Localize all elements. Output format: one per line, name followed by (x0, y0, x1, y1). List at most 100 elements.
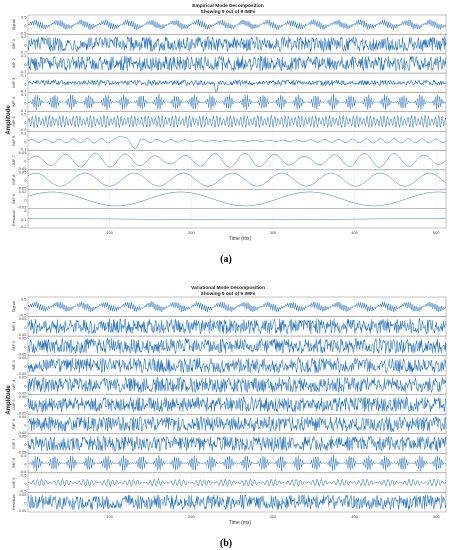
subplot-imf-4: IMF 40.05 0 -0.05 (11, 375, 447, 396)
y-tick-label: -0.05 (17, 371, 27, 376)
row-label: IMF 1 (11, 320, 16, 331)
subplot-imf-3: IMF 30.05 0 -0.05 (11, 355, 447, 376)
x-tick-label: 100 (106, 230, 113, 235)
emd-rows: Signal 0.5 0 -0.5 IMF 1 0.2 0 -0.2 IMF 2 0.1 0 -0.1… (11, 15, 447, 229)
series-line (27, 478, 447, 488)
row-label: IMF 7 (11, 438, 16, 449)
y-tick-label: 0 (24, 197, 27, 202)
y-tick-label: 0 (24, 462, 27, 467)
y-tick-label: 0.02 (19, 189, 28, 194)
y-tick-label: 0.05 (19, 336, 28, 341)
y-tick-label: 0 (24, 139, 27, 144)
row-label: IMF 7 (11, 154, 16, 165)
series-line (27, 301, 447, 313)
y-tick-label: -0.05 (17, 449, 27, 454)
y-tick-label: 0.2 (21, 34, 27, 39)
y-tick-label: 0.05 (19, 169, 28, 174)
row-label: IMF 9 (11, 477, 16, 488)
y-tick-label: -0.05 (17, 166, 27, 171)
x-tick-label: 400 (351, 230, 358, 235)
series-line (28, 218, 446, 221)
y-tick-label: 0 (24, 481, 27, 486)
series-line (27, 94, 447, 110)
series-line (27, 376, 447, 394)
y-tick-label: 0.5 (21, 15, 27, 20)
caption-b: (b) (220, 538, 232, 549)
y-tick-label: -0.1 (20, 217, 28, 222)
row-label: IMF 9 (11, 193, 16, 204)
subplot-imf-8: IMF 80.05 0 -0.05 (11, 169, 447, 190)
series-line (27, 79, 447, 92)
y-tick-label: -0.5 (20, 488, 28, 493)
subplot-imf-9: IMF 90.02 0 -0.02 (11, 189, 447, 210)
row-label: IMF 4 (11, 96, 16, 107)
subplot-signal: Signal 0.5 0 -0.5 (11, 15, 447, 35)
y-tick-label: -0.5 (20, 469, 28, 474)
row-label: Signal (11, 301, 16, 312)
y-tick-label: 0 (24, 501, 27, 506)
y-tick-label: -0.5 (20, 313, 28, 318)
row-label: Residual (11, 210, 16, 226)
y-tick-label: 0 (24, 62, 27, 67)
emd-x-label: Time (ms) (229, 236, 252, 242)
y-tick-label: 0.1 (21, 73, 27, 78)
series-line (27, 455, 447, 472)
y-tick-label: 0 (24, 101, 27, 106)
y-tick-label: 0.05 (19, 433, 28, 438)
subplot-residual: Residual 0 -0.1 -0.2 (11, 208, 447, 229)
y-tick-label: 0.05 (19, 414, 28, 419)
y-tick-label: 0 (24, 120, 27, 125)
row-label: IMF 6 (11, 418, 16, 429)
x-tick-label: 500 (433, 230, 440, 235)
series-line (27, 153, 447, 168)
series-line (27, 172, 447, 187)
series-line (27, 416, 447, 432)
y-tick-label: -0.2 (20, 50, 28, 55)
subplot-imf-2: IMF 20.05 0 -0.05 (11, 336, 447, 357)
y-tick-label: 0 (24, 81, 27, 86)
y-tick-label: -0.1 (20, 69, 28, 74)
row-label: Signal (11, 19, 16, 30)
y-tick-label: 0 (24, 23, 27, 28)
x-tick-label: 300 (270, 230, 277, 235)
y-tick-label: 0.05 (19, 150, 28, 155)
row-label: IMF 8 (11, 457, 16, 468)
y-tick-label: 0.1 (21, 92, 27, 97)
y-tick-label: 0 (24, 159, 27, 164)
y-tick-label: 0 (24, 364, 27, 369)
x-tick-label: 100 (106, 514, 113, 519)
row-label: Residual (11, 494, 16, 510)
subplot-signal: Signal 0.5 0 -0.5 (11, 297, 447, 318)
y-tick-label: 0.5 (21, 453, 27, 458)
row-label: IMF 5 (11, 399, 16, 410)
subplot-imf-3: IMF 3 0.1 0 -0.1 (11, 73, 447, 93)
subplot-frame (27, 169, 447, 190)
y-tick-label: 0 (24, 383, 27, 388)
subplot-frame (27, 189, 447, 209)
subplot-imf-6: IMF 6 0.1 0 -0.1 (11, 131, 447, 152)
emd-x-ticks: 100 200 300 400 500 (106, 230, 440, 235)
subplot-imf-1: IMF 1 0.2 0 -0.2 (11, 34, 447, 55)
y-tick-label: -0.5 (20, 127, 28, 132)
subplot-imf-2: IMF 2 0.1 0 -0.1 (11, 53, 447, 74)
y-tick-label: -0.05 (17, 410, 27, 415)
y-tick-label: 0.5 (21, 111, 27, 116)
subplot-imf-4: IMF 4 0.1 0 -0.1 (11, 92, 447, 113)
y-tick-label: -0.05 (17, 430, 27, 435)
subplot-imf-7: IMF 70.05 0 -0.05 (11, 150, 447, 171)
series-line (27, 36, 447, 53)
emd-amplitude-label: Amplitude (6, 105, 12, 135)
row-label: IMF 3 (11, 360, 16, 371)
subplot-imf-5: IMF 5 0.5 0 -0.5 (11, 111, 447, 132)
row-label: IMF 3 (11, 77, 16, 88)
series-line (27, 396, 447, 413)
x-tick-label: 400 (351, 514, 358, 519)
y-tick-label: -0.2 (20, 224, 28, 229)
subplot-frame (27, 492, 447, 513)
y-tick-label: -0.05 (17, 185, 27, 190)
x-tick-label: 200 (188, 514, 195, 519)
series-line (27, 494, 447, 511)
y-tick-label: -0.02 (17, 205, 27, 210)
series-line (27, 356, 447, 374)
